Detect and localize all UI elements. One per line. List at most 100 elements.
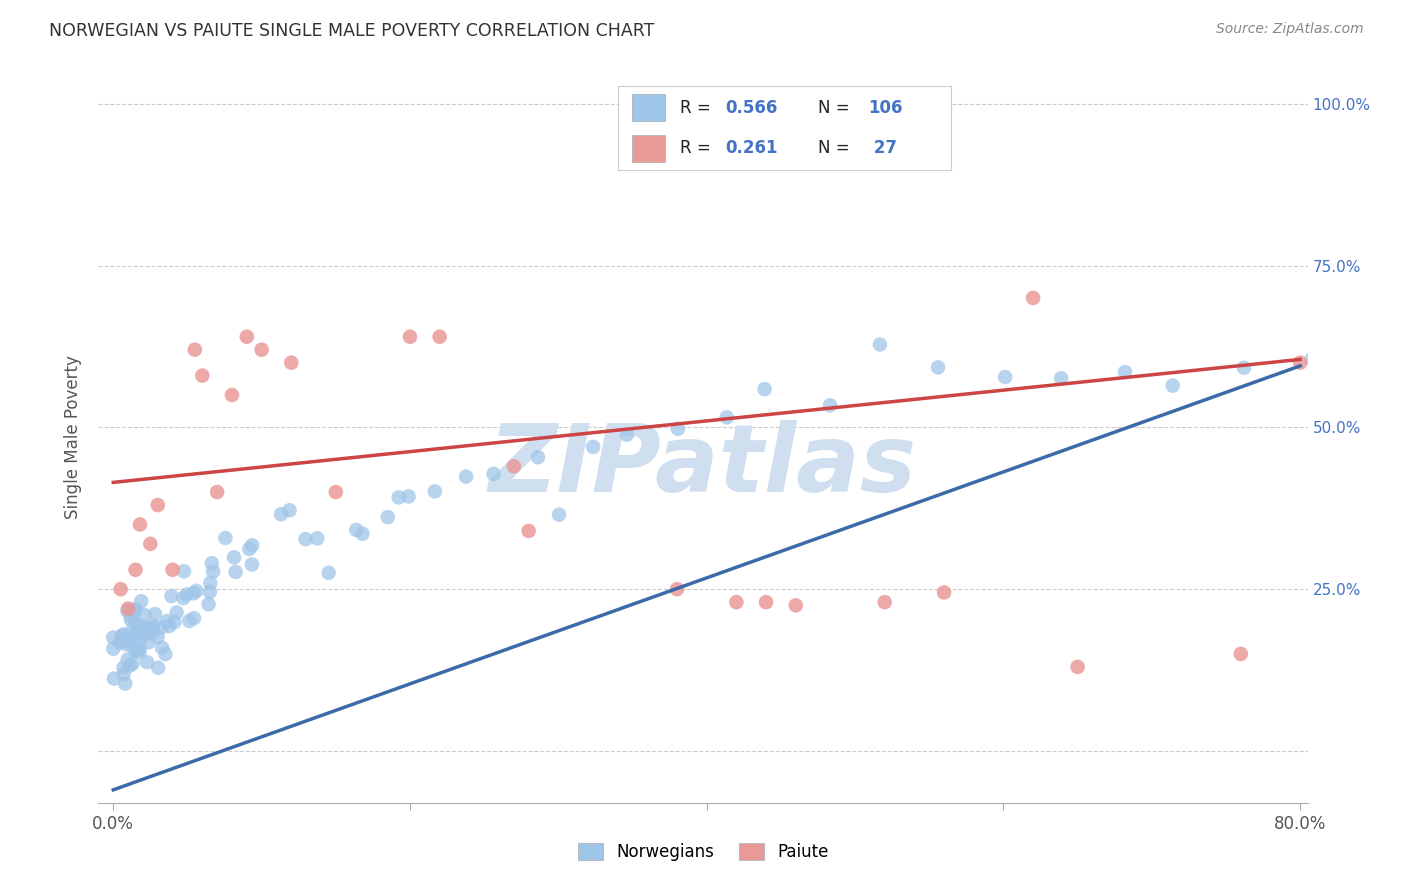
Point	[582, 440, 605, 454]
Point	[666, 422, 689, 436]
Point	[325, 485, 347, 500]
Point	[344, 523, 367, 537]
Point	[142, 624, 165, 638]
Point	[278, 503, 301, 517]
Point	[124, 629, 146, 643]
Text: 27: 27	[868, 139, 897, 157]
Point	[502, 459, 524, 474]
Point	[131, 626, 153, 640]
Bar	[631, 135, 665, 161]
Point	[1289, 356, 1312, 370]
Point	[172, 591, 194, 606]
Point	[1348, 344, 1371, 359]
Bar	[631, 95, 665, 121]
Point	[869, 337, 891, 351]
Point	[1161, 378, 1184, 392]
Point	[120, 613, 142, 627]
Point	[150, 621, 173, 635]
Text: N =: N =	[818, 99, 855, 117]
Point	[994, 370, 1017, 384]
Point	[307, 532, 329, 546]
Point	[318, 566, 340, 580]
Point	[1233, 360, 1256, 375]
Point	[108, 636, 131, 650]
Point	[118, 658, 141, 673]
Point	[399, 330, 422, 344]
Point	[128, 645, 150, 659]
Point	[482, 467, 505, 481]
Point	[142, 619, 165, 633]
Point	[1066, 660, 1088, 674]
Point	[184, 343, 207, 357]
Point	[221, 388, 243, 402]
Point	[1050, 371, 1073, 385]
Point	[927, 360, 949, 375]
Point	[124, 603, 146, 617]
Point	[240, 538, 263, 552]
Text: NORWEGIAN VS PAIUTE SINGLE MALE POVERTY CORRELATION CHART: NORWEGIAN VS PAIUTE SINGLE MALE POVERTY …	[49, 22, 655, 40]
Point	[179, 614, 201, 628]
Point	[136, 655, 159, 669]
Point	[716, 410, 738, 425]
Point	[398, 490, 420, 504]
Point	[127, 643, 149, 657]
Point	[131, 620, 153, 634]
Y-axis label: Single Male Poverty: Single Male Poverty	[65, 355, 83, 519]
Point	[103, 641, 125, 656]
Point	[754, 382, 776, 396]
Point	[1022, 291, 1045, 305]
Point	[666, 582, 689, 597]
Point	[120, 609, 142, 624]
Point	[156, 614, 179, 628]
Point	[146, 498, 169, 512]
Point	[377, 510, 399, 524]
Point	[517, 524, 540, 538]
Point	[163, 615, 186, 629]
Point	[134, 608, 156, 623]
Point	[166, 606, 188, 620]
Point	[129, 517, 152, 532]
Point	[146, 661, 169, 675]
Point	[136, 626, 159, 640]
Point	[128, 619, 150, 633]
Point	[183, 611, 205, 625]
Point	[120, 631, 142, 645]
Point	[294, 532, 316, 546]
Point	[103, 631, 125, 645]
Point	[160, 589, 183, 603]
Point	[176, 587, 198, 601]
Point	[1230, 647, 1253, 661]
Point	[150, 640, 173, 655]
Point	[205, 485, 228, 500]
Point	[173, 564, 195, 578]
Point	[143, 607, 166, 621]
Point	[121, 657, 143, 671]
Point	[122, 642, 145, 657]
Point	[388, 491, 411, 505]
Point	[225, 565, 247, 579]
Point	[112, 660, 135, 674]
Point	[115, 637, 138, 651]
Point	[127, 642, 149, 657]
Point	[142, 622, 165, 636]
Legend: Norwegians, Paiute: Norwegians, Paiute	[571, 836, 835, 868]
Point	[138, 635, 160, 649]
Point	[162, 563, 184, 577]
Text: N =: N =	[818, 139, 855, 157]
Point	[240, 558, 263, 572]
Text: R =: R =	[681, 99, 716, 117]
Point	[250, 343, 273, 357]
Point	[136, 621, 159, 635]
Point	[111, 629, 134, 643]
Point	[1362, 343, 1385, 357]
Point	[236, 330, 259, 344]
Point	[270, 508, 292, 522]
Point	[1301, 352, 1323, 367]
Point	[202, 565, 225, 579]
Point	[118, 626, 141, 640]
Point	[818, 398, 841, 412]
Point	[932, 585, 955, 599]
Point	[873, 595, 896, 609]
Point	[755, 595, 778, 609]
Point	[125, 618, 148, 632]
